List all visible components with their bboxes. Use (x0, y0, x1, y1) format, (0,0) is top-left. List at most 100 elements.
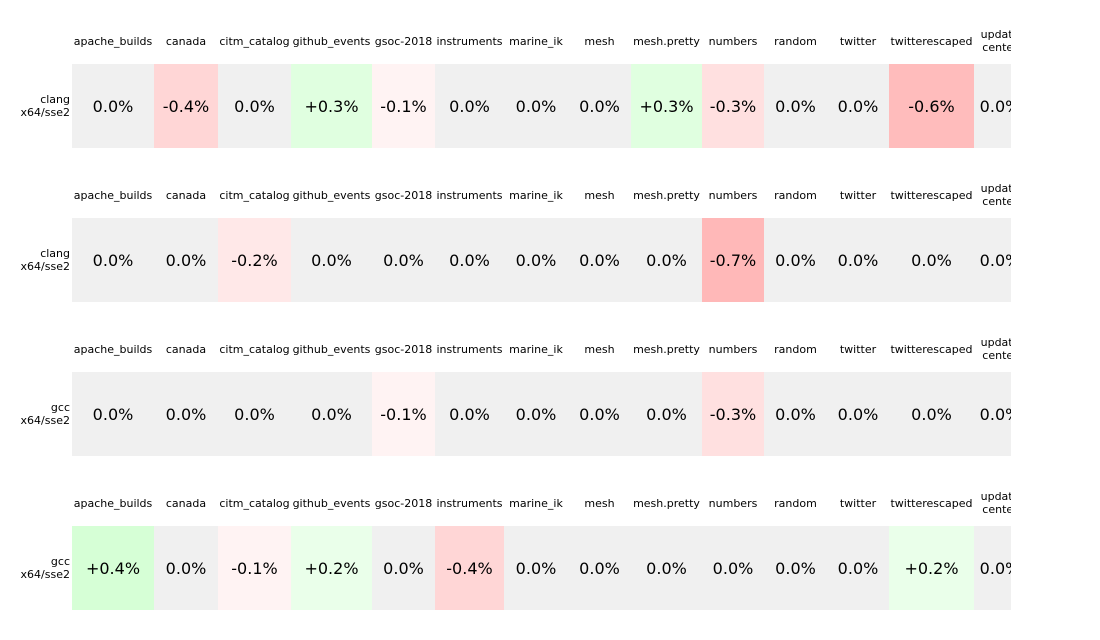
cell: 0.0% (974, 218, 1011, 302)
cell: 0.0% (154, 526, 218, 610)
row-label-line: clang (40, 247, 70, 260)
cell: 0.0% (154, 372, 218, 456)
column-header: canada (165, 496, 207, 510)
row-label: gcc x64/sse2 (0, 555, 70, 581)
column-header: instruments (436, 188, 503, 202)
column-header: random (774, 342, 817, 356)
cell: 0.0% (568, 372, 631, 456)
cell: 0.0% (764, 218, 827, 302)
cell: 0.0% (435, 64, 504, 148)
cell: 0.0% (764, 64, 827, 148)
column-header: marine_ik (509, 496, 563, 510)
column-header: update center (980, 182, 1011, 208)
heatmap-area: apache_builds 0.0% canada -0.4% citm_catalog… (0, 28, 1011, 610)
column-header: citm_catalog (219, 34, 290, 48)
column-header: twitter (839, 496, 877, 510)
column-header: mesh (584, 342, 615, 356)
cell: -0.2% (218, 218, 291, 302)
cell: 0.0% (291, 372, 372, 456)
cell: 0.0% (568, 218, 631, 302)
cell: 0.0% (568, 526, 631, 610)
column-header: canada (165, 34, 207, 48)
cell: 0.0% (568, 64, 631, 148)
cell: 0.0% (372, 526, 435, 610)
cell: 0.0% (974, 372, 1011, 456)
column-header: numbers (708, 34, 758, 48)
cell: 0.0% (504, 64, 568, 148)
cell: -0.4% (154, 64, 218, 148)
column-header: canada (165, 188, 207, 202)
column-header: update center (980, 28, 1011, 54)
column-header: apache_builds (73, 342, 153, 356)
cell: -0.3% (702, 64, 764, 148)
column-header: twitterescaped (890, 188, 973, 202)
column-header: twitter (839, 342, 877, 356)
column-header: numbers (708, 496, 758, 510)
column-header: mesh (584, 188, 615, 202)
column-header: random (774, 34, 817, 48)
cell: 0.0% (504, 218, 568, 302)
cell: 0.0% (764, 526, 827, 610)
cell: -0.7% (702, 218, 764, 302)
cell: 0.0% (372, 218, 435, 302)
cell: -0.3% (702, 372, 764, 456)
column-header: numbers (708, 342, 758, 356)
column-header: mesh (584, 496, 615, 510)
cell: -0.1% (218, 526, 291, 610)
cell: 0.0% (154, 218, 218, 302)
cell: 0.0% (889, 218, 974, 302)
row-label-line: x64/sse2 (20, 106, 70, 119)
column-header: github_events (292, 342, 371, 356)
cell: -0.1% (372, 372, 435, 456)
cell: 0.0% (827, 372, 889, 456)
row-label-line: clang (40, 93, 70, 106)
cell: 0.0% (889, 372, 974, 456)
column-header: marine_ik (509, 188, 563, 202)
row-label-line: gcc (50, 401, 70, 414)
column-header: apache_builds (73, 34, 153, 48)
cell: 0.0% (435, 372, 504, 456)
column-header: github_events (292, 34, 371, 48)
column-header: instruments (436, 342, 503, 356)
cell: 0.0% (504, 526, 568, 610)
column-header: marine_ik (509, 34, 563, 48)
row-label-line: x64/sse2 (20, 414, 70, 427)
column-header: twitterescaped (890, 496, 973, 510)
cell: 0.0% (72, 372, 154, 456)
column-header: update center (980, 490, 1011, 516)
cell: 0.0% (974, 526, 1011, 610)
cell: 0.0% (72, 64, 154, 148)
column-header: update center (980, 336, 1011, 362)
cell: 0.0% (435, 218, 504, 302)
column-header: mesh.pretty (633, 342, 700, 356)
row-label-line: x64/sse2 (20, 260, 70, 273)
cell: 0.0% (631, 372, 702, 456)
column-header: instruments (436, 496, 503, 510)
column-header: citm_catalog (219, 342, 290, 356)
cell: 0.0% (631, 218, 702, 302)
column-header: canada (165, 342, 207, 356)
cell: 0.0% (218, 372, 291, 456)
cell: 0.0% (974, 64, 1011, 148)
column-header: marine_ik (509, 342, 563, 356)
cell: -0.1% (372, 64, 435, 148)
column-header: mesh.pretty (633, 188, 700, 202)
column-header: gsoc-2018 (374, 342, 433, 356)
column-header: github_events (292, 188, 371, 202)
row-label-line: gcc (50, 555, 70, 568)
column-header: twitterescaped (890, 34, 973, 48)
cell: 0.0% (291, 218, 372, 302)
column-header: citm_catalog (219, 496, 290, 510)
column-header: random (774, 188, 817, 202)
column-header: mesh (584, 34, 615, 48)
cell: 0.0% (827, 64, 889, 148)
cell: +0.2% (291, 526, 372, 610)
cell: 0.0% (764, 372, 827, 456)
column-header: mesh.pretty (633, 496, 700, 510)
column-header: apache_builds (73, 188, 153, 202)
cell: 0.0% (827, 218, 889, 302)
row-label: clang x64/sse2 (0, 93, 70, 119)
cell: +0.3% (631, 64, 702, 148)
column-header: twitter (839, 188, 877, 202)
